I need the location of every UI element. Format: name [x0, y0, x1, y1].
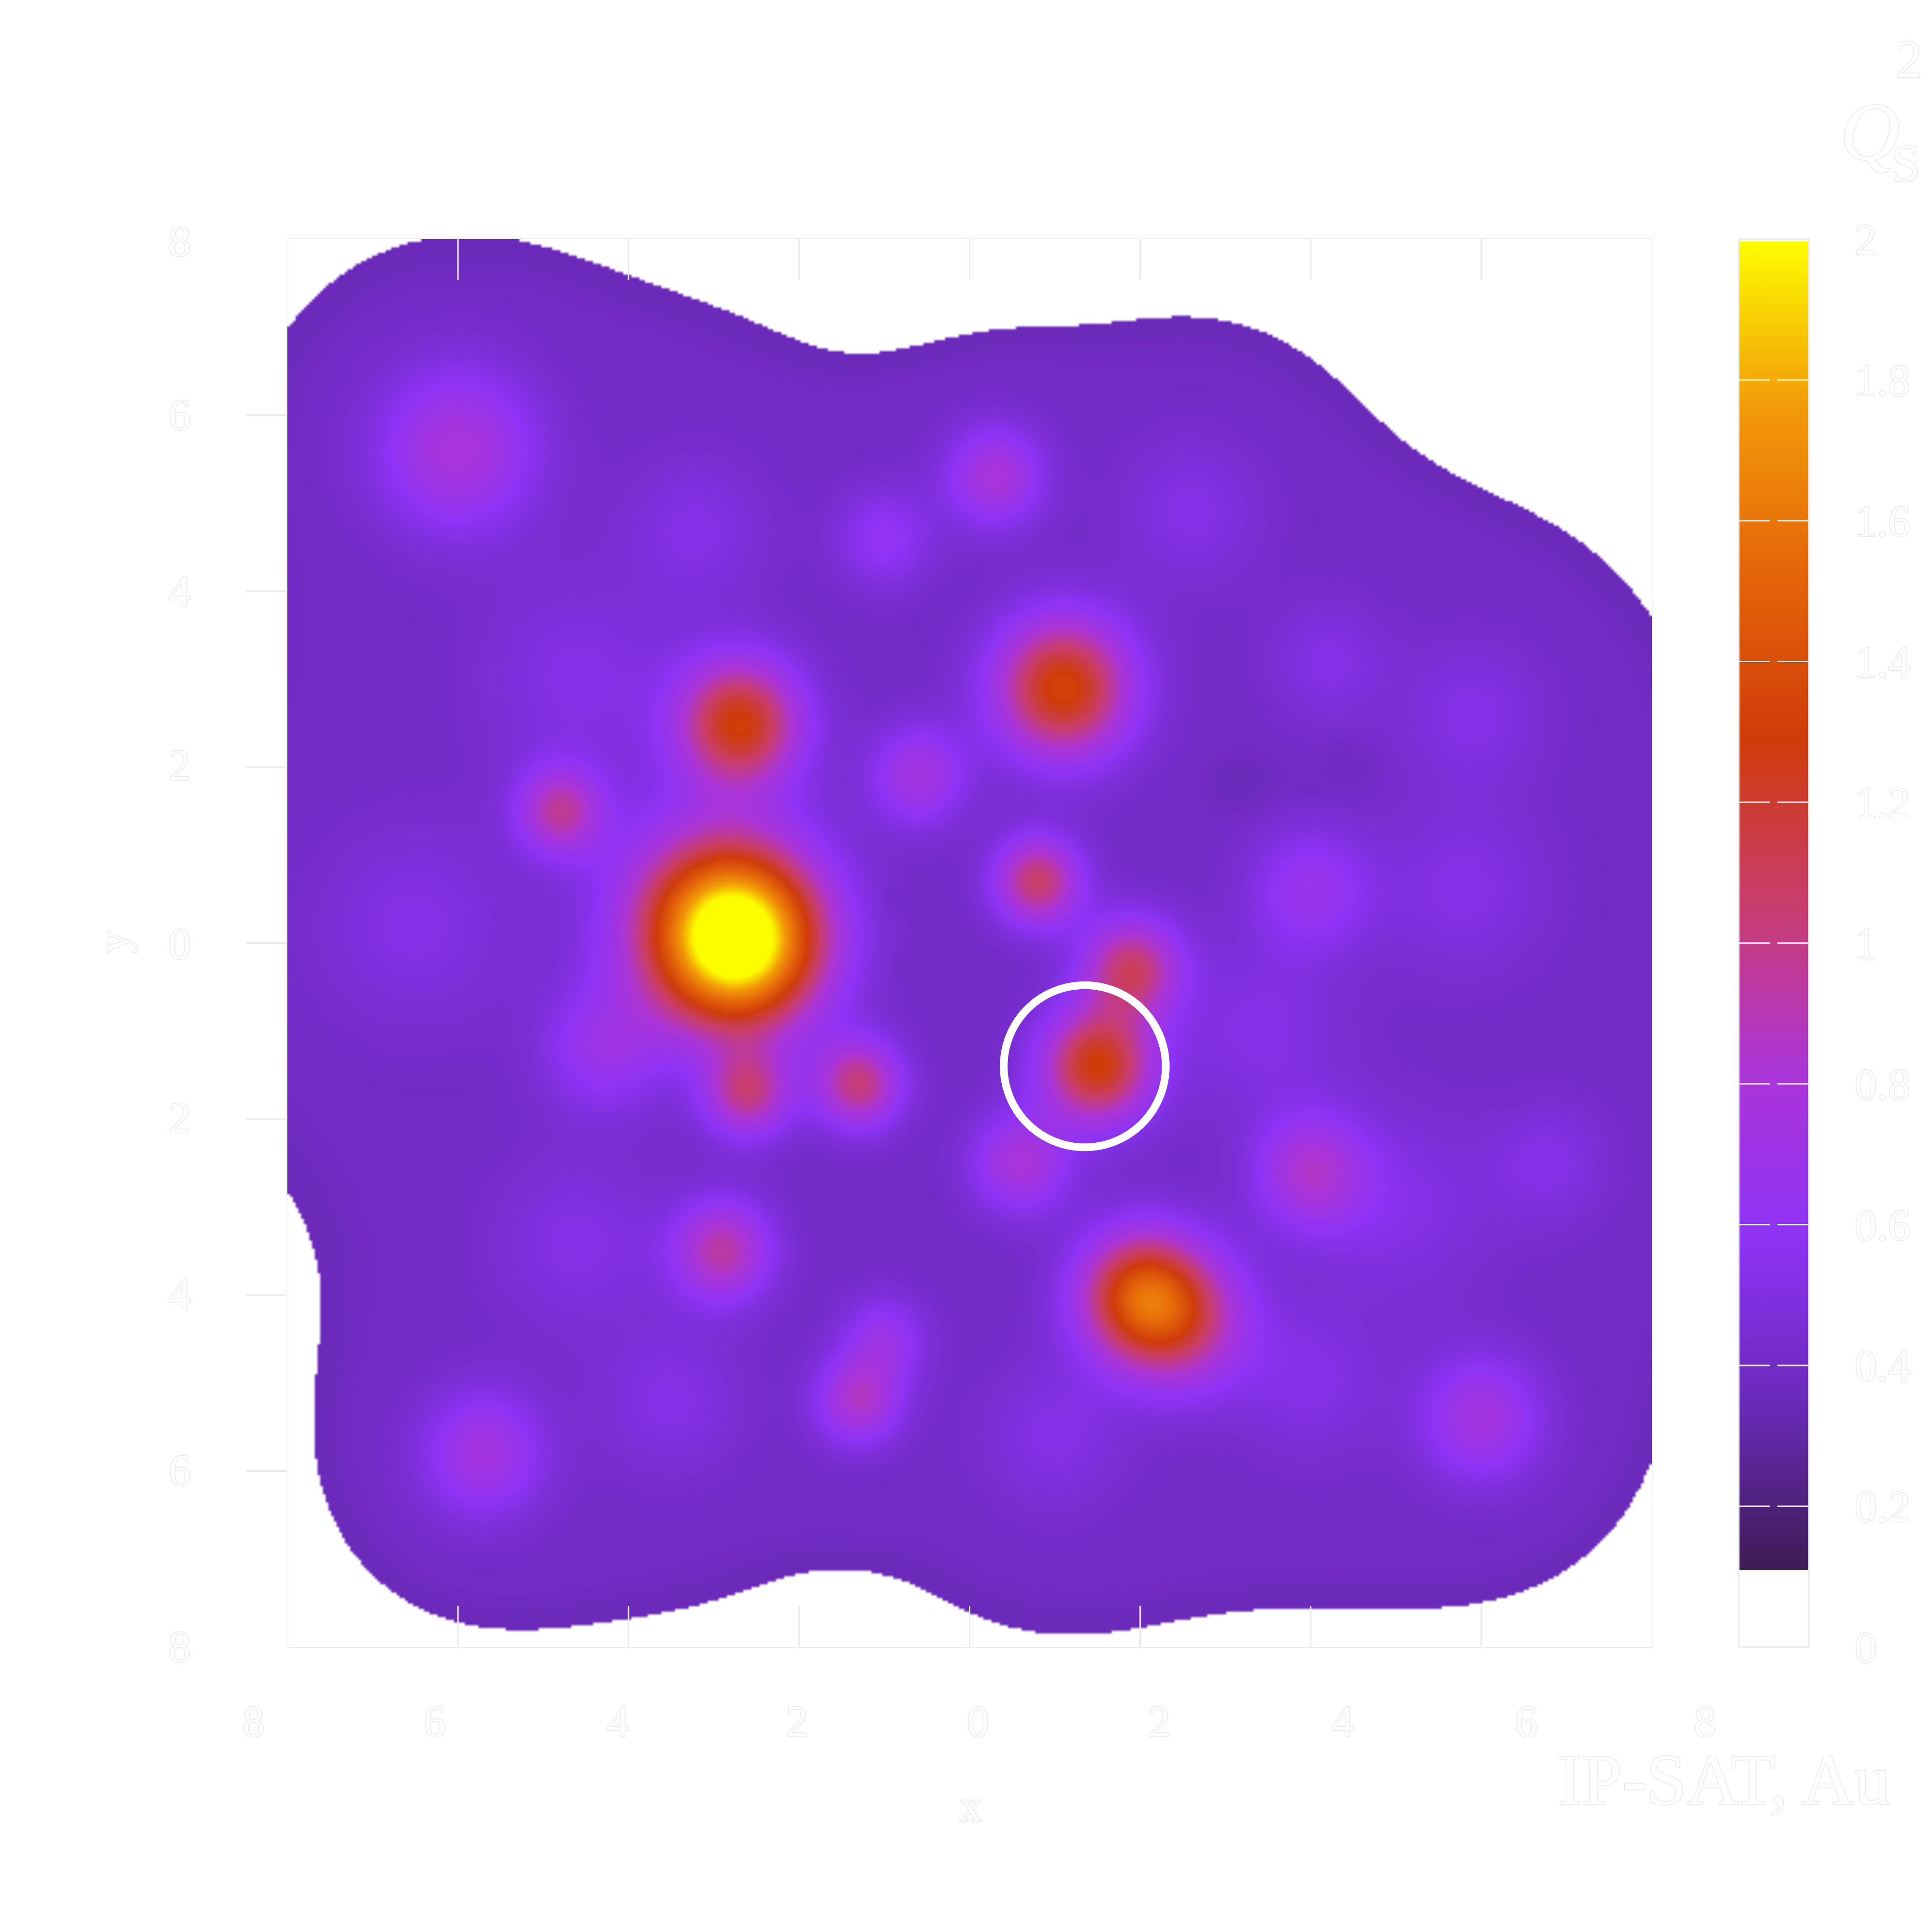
colorbar-tick-label: 0.4 — [1855, 1341, 1910, 1391]
y-tick-label: 4 — [169, 1269, 191, 1319]
colorbar-tick-label: 0.6 — [1855, 1201, 1910, 1250]
y-tick-label: 6 — [169, 390, 191, 440]
y-tick-label: 2 — [169, 740, 191, 790]
x-tick-label: 4 — [607, 1697, 629, 1746]
colorbar-ticks — [1739, 238, 1809, 1648]
colorbar-tick-label: 1.6 — [1855, 497, 1910, 546]
circle-marker — [1000, 981, 1170, 1151]
colorbar-tick-label: 0.2 — [1855, 1482, 1910, 1532]
colorbar-tick-label: 0 — [1855, 1623, 1877, 1672]
y-tick-label: 8 — [169, 1622, 191, 1671]
y-tick-label: 2 — [169, 1093, 191, 1142]
x-axis-label: x — [960, 1781, 982, 1831]
colorbar-tick-labels: 2 1.8 1.6 1.4 1.2 1 0.8 0.6 0.4 0.2 0 — [1854, 214, 1911, 1673]
y-tick-label: 6 — [169, 1446, 191, 1495]
colorbar-tick-label: 1 — [1855, 919, 1877, 968]
y-tick-label: 0 — [169, 919, 191, 968]
x-tick-label: 4 — [1332, 1697, 1354, 1746]
colorbar-tick-label: 1.4 — [1855, 638, 1910, 687]
colorbar-label-subscript: S — [1891, 134, 1920, 193]
colorbar-tick-label: 0.8 — [1855, 1060, 1910, 1109]
x-tick-label: 0 — [967, 1697, 989, 1746]
x-tick-label: 8 — [1694, 1697, 1716, 1746]
colorbar-label-superscript: 2 — [1896, 30, 1922, 89]
x-tick-label: 2 — [1148, 1697, 1170, 1746]
x-tick-labels: 8 6 4 2 0 2 4 6 8 — [242, 1696, 1717, 1747]
y-axis-label: y — [88, 931, 138, 953]
heatmap-image — [287, 239, 1652, 1647]
y-tick-label: 8 — [169, 216, 191, 266]
colorbar-tick-label: 1.2 — [1855, 778, 1910, 827]
x-tick-label: 6 — [424, 1697, 446, 1746]
axis-ticks — [246, 239, 1482, 1647]
colorbar-tick-label: 2 — [1855, 215, 1877, 264]
x-tick-label: 2 — [786, 1697, 808, 1746]
y-tick-label: 4 — [169, 567, 191, 616]
colorbar-tick-label: 1.8 — [1855, 356, 1910, 405]
x-tick-label: 6 — [1515, 1697, 1537, 1746]
chart-title: IP-SAT, Au — [1558, 1740, 1890, 1820]
x-tick-label: 8 — [242, 1697, 265, 1746]
colorbar — [1739, 242, 1809, 1570]
colorbar-label: Q — [1840, 86, 1900, 177]
y-tick-labels: 8 6 4 2 0 2 4 6 8 — [168, 216, 192, 1672]
